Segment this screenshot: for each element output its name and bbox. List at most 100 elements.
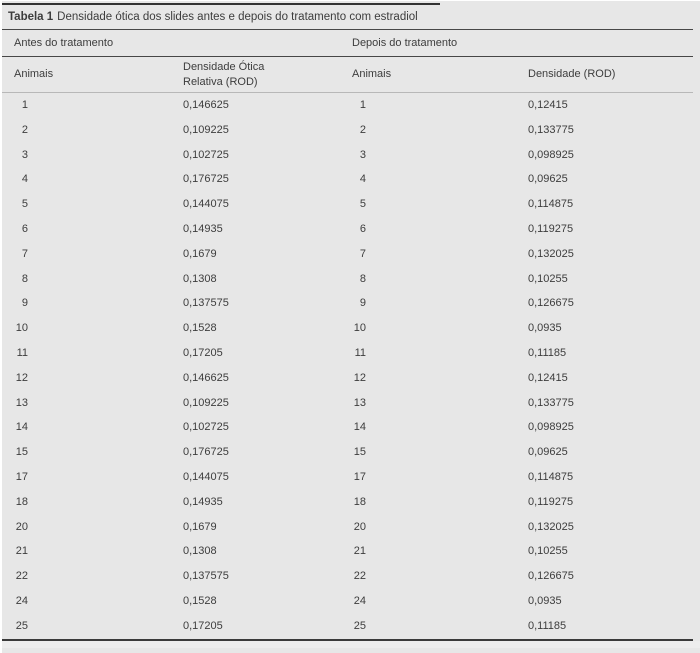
animal-number-after: 12 [353,371,366,384]
animal-number-before: 1 [21,99,28,111]
rod-value-after: 0,11185 [528,619,567,632]
rod-value-after: 0,098925 [528,421,574,434]
animal-number-after: 20 [353,520,366,533]
table-row: 7 0,1679 7 0,132025 [2,242,700,267]
animal-number-before: 17 [15,470,28,483]
table-row: 3 0,102725 3 0,098925 [2,143,700,168]
table-row: 17 0,144075 17 0,114875 [2,465,700,490]
animal-number-before: 11 [16,346,28,359]
rod-value-after: 0,11185 [528,346,567,359]
column-header-animals-before: Animais [14,68,54,81]
table-row: 25 0,17205 25 0,11185 [2,614,700,639]
group-header-after: Depois do tratamento [352,37,458,49]
table-row: 18 0,14935 18 0,119275 [2,490,700,515]
animal-number-before: 13 [15,396,28,409]
rod-value-before: 0,1308 [183,545,217,558]
group-header-row: Antes do tratamento Depois do tratamento [2,30,700,56]
rod-value-before: 0,1308 [183,272,217,285]
animal-number-after: 4 [359,173,366,186]
rod-value-after: 0,10255 [528,272,568,285]
top-rule [2,3,440,5]
rod-value-after: 0,133775 [528,123,574,136]
animal-number-after: 25 [353,619,366,632]
rod-value-after: 0,12415 [528,371,568,384]
rod-value-after: 0,119275 [528,222,574,235]
table-row: 14 0,102725 14 0,098925 [2,415,700,440]
rod-value-after: 0,126675 [528,297,574,310]
table-row: 11 0,17205 11 0,11185 [2,341,700,366]
table-row: 21 0,1308 21 0,10255 [2,539,700,564]
rod-value-after: 0,132025 [528,520,574,533]
rod-value-before: 0,1679 [183,520,217,533]
rod-value-before: 0,146625 [183,371,229,384]
animal-number-before: 6 [21,222,28,235]
rod-value-after: 0,132025 [528,247,574,260]
rod-value-after: 0,133775 [528,396,574,409]
animal-number-before: 8 [21,272,28,285]
rod-value-before: 0,137575 [183,297,229,310]
group-header-before: Antes do tratamento [14,37,114,49]
table-row: 13 0,109225 13 0,133775 [2,391,700,416]
animal-number-before: 5 [21,198,28,211]
animal-number-after: 7 [359,247,366,260]
table-body: 1 0,146625 1 0,12415 2 0,109225 2 0,1337… [2,93,700,639]
rod-value-after: 0,119275 [528,495,574,508]
group-header-rule [2,56,693,57]
rod-value-after: 0,114875 [528,198,574,211]
rod-value-before: 0,102725 [183,148,229,161]
rod-value-before: 0,102725 [183,421,229,434]
animal-number-after: 17 [353,470,366,483]
animal-number-before: 7 [21,247,28,260]
rod-value-after: 0,09625 [528,173,568,186]
rod-value-before: 0,17205 [183,346,223,359]
rod-value-before: 0,14935 [183,495,223,508]
rod-value-before: 0,176725 [183,173,229,186]
rod-value-after: 0,09625 [528,446,568,459]
bottom-rule [2,639,693,641]
animal-number-after: 8 [359,272,366,285]
table-row: 9 0,137575 9 0,126675 [2,291,700,316]
animal-number-before: 25 [15,619,28,632]
animal-number-after: 24 [353,594,366,607]
animal-number-before: 20 [15,520,28,533]
rod-value-before: 0,144075 [183,470,229,483]
column-header-row: Animais Densidade Ótica Relativa (ROD) A… [2,57,700,92]
rod-value-before: 0,17205 [183,619,223,632]
animal-number-before: 14 [15,421,28,434]
animal-number-after: 14 [353,421,366,434]
rod-value-after: 0,098925 [528,148,574,161]
rod-value-before: 0,109225 [183,396,229,409]
animal-number-before: 15 [15,446,28,459]
table-row: 8 0,1308 8 0,10255 [2,267,700,292]
rod-value-before: 0,109225 [183,123,229,136]
animal-number-after: 3 [359,148,366,161]
animal-number-after: 11 [354,346,366,359]
rod-value-before: 0,1528 [183,322,217,335]
rod-value-after: 0,126675 [528,570,574,583]
rod-value-after: 0,12415 [528,99,568,111]
rod-value-after: 0,114875 [528,470,574,483]
rod-value-before: 0,1528 [183,594,217,607]
table-row: 5 0,144075 5 0,114875 [2,192,700,217]
table-row: 24 0,1528 24 0,0935 [2,589,700,614]
rod-value-before: 0,146625 [183,99,229,111]
animal-number-after: 22 [353,570,366,583]
animal-number-before: 12 [15,371,28,384]
caption-rule [2,29,693,30]
table-row: 6 0,14935 6 0,119275 [2,217,700,242]
table-row: 4 0,176725 4 0,09625 [2,167,700,192]
animal-number-before: 2 [21,123,28,136]
rod-value-before: 0,14935 [183,222,223,235]
rod-value-before: 0,137575 [183,570,229,583]
rod-value-before: 0,144075 [183,198,229,211]
animal-number-after: 9 [359,297,366,310]
animal-number-after: 13 [353,396,366,409]
table-row: 2 0,109225 2 0,133775 [2,118,700,143]
column-header-rod-before: Densidade Ótica Relativa (ROD) [183,61,265,88]
rod-value-after: 0,0935 [528,322,562,335]
table-row: 10 0,1528 10 0,0935 [2,316,700,341]
table-row: 12 0,146625 12 0,12415 [2,366,700,391]
rod-value-after: 0,10255 [528,545,568,558]
animal-number-after: 5 [359,198,366,211]
